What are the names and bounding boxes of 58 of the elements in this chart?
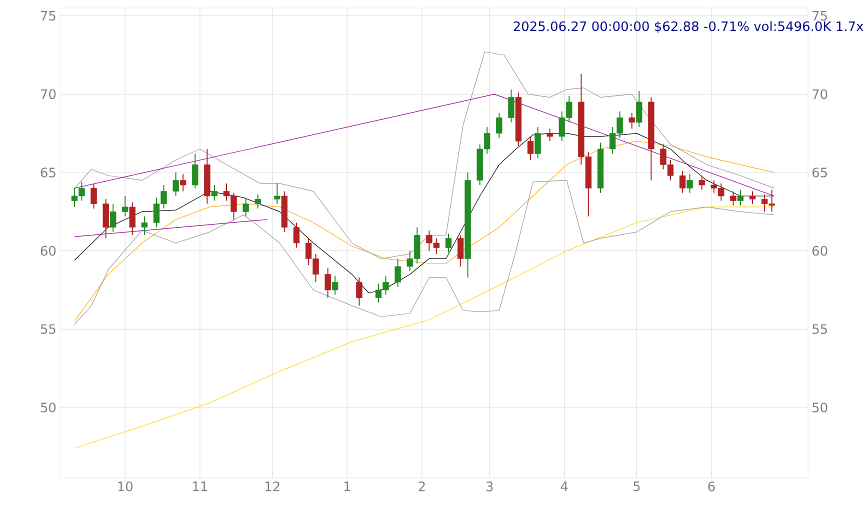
y2-tick-label: 65 [812, 168, 827, 178]
x-tick-label: 2 [418, 482, 425, 492]
y2-tick-label: 55 [812, 324, 827, 334]
y-tick-label: 65 [40, 168, 56, 178]
x-tick-label: 3 [486, 482, 493, 492]
y2-tick-label: 60 [812, 246, 828, 256]
line-series [74, 140, 775, 322]
candlestick [180, 174, 186, 192]
candlestick [457, 234, 464, 267]
y-tick-label: 55 [40, 324, 56, 334]
candlestick [293, 222, 300, 248]
candlestick [356, 276, 362, 306]
x-tick-label: 10 [118, 482, 133, 492]
candlestick [192, 153, 198, 189]
candlestick [90, 182, 97, 210]
candlestick [110, 203, 116, 233]
y-tick-label: 50 [40, 402, 56, 412]
x-tick-label: 12 [265, 482, 280, 492]
candlestick [102, 198, 109, 239]
candlestick [546, 128, 553, 142]
candlestick [254, 194, 261, 210]
x-tick-label: 4 [560, 482, 568, 491]
candlestick [737, 189, 744, 206]
candlestick [332, 275, 338, 296]
candlestick [698, 175, 705, 190]
y2-tick-label: 50 [812, 402, 828, 412]
candlestick [508, 88, 514, 123]
y2-tick-label: 70 [812, 89, 828, 100]
candlestick [749, 190, 756, 204]
candlestick [445, 233, 452, 253]
candlestick [129, 202, 136, 236]
y-tick-label: 70 [41, 89, 56, 100]
candlestick [274, 182, 280, 204]
x-tick-label: 1 [344, 482, 350, 491]
text: 2025.06.27 00:00:00 $62.88 -0.71% vol:5496.0K 1.7x [514, 21, 864, 33]
candlestick [122, 195, 128, 217]
candlestick [730, 190, 736, 206]
line-series [74, 180, 775, 325]
y2-tick-label: 75 [812, 10, 827, 21]
candlestick [172, 172, 179, 196]
candlestick [496, 112, 502, 139]
candlestick [394, 258, 401, 288]
candlestick [324, 268, 331, 298]
candlestick [211, 184, 218, 202]
y-tick-label: 60 [40, 246, 56, 256]
candlestick [686, 174, 693, 194]
x-tick-label: 5 [634, 482, 640, 492]
line-series [74, 52, 775, 259]
candlestick [527, 136, 534, 160]
x-tick-label: 11 [193, 482, 208, 491]
candlestick [141, 216, 148, 236]
candlestick [679, 170, 686, 194]
candlestick [242, 197, 249, 217]
candlestick [628, 112, 635, 130]
candlestick [636, 90, 642, 128]
y-tick-label: 75 [41, 10, 56, 21]
candlestick [534, 126, 541, 159]
x-tick-label: 6 [708, 482, 715, 492]
